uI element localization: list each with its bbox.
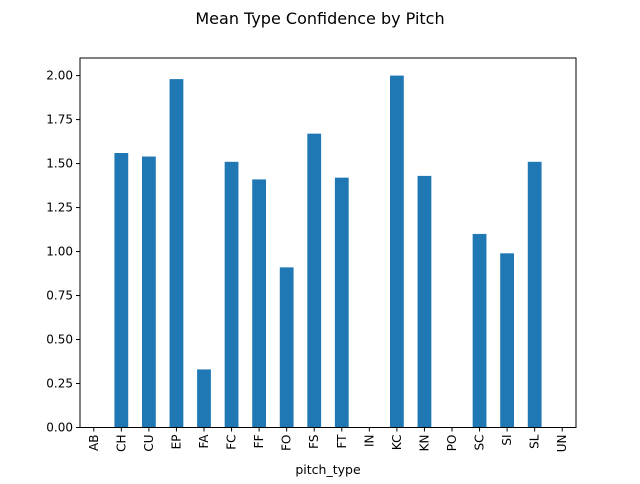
x-tick-label: SL [528,434,542,449]
x-tick-label: CH [114,435,128,452]
x-tick-label: KN [417,435,431,452]
x-tick-label: FF [252,434,266,448]
x-tick-label: FT [335,434,349,449]
bar-fs [307,133,322,428]
y-tick-label: 1.50 [46,157,73,171]
y-tick-label: 0.50 [46,333,73,347]
x-tick-label: FO [280,435,294,451]
x-tick-label: EP [169,435,183,450]
chart-title: Mean Type Confidence by Pitch [195,9,444,28]
y-tick-label: 0.75 [46,289,73,303]
x-tick-label: SI [500,435,514,446]
bar-cu [142,156,156,428]
bar-fa [197,369,211,428]
plot-frame [79,57,577,428]
x-tick-label: FS [307,435,321,449]
bar-kc [390,75,404,428]
x-tick-label: SC [473,435,487,451]
bar-fo [279,267,294,428]
bar-ch [114,153,129,428]
x-tick-label: FA [197,434,211,449]
bars-layer [114,75,542,428]
bar-sl [527,161,542,428]
x-tick-label: CU [142,435,156,452]
bar-kn [417,175,432,428]
y-tick-label: 0.00 [46,421,73,435]
x-tick-label: AB [87,435,101,451]
bar-fc [224,161,239,428]
x-tick-label: UN [555,435,569,453]
x-tick-label: IN [362,435,376,448]
bar-ft [334,177,349,428]
bar-si [500,253,514,428]
y-tick-label: 1.00 [46,245,73,259]
bar-ff [252,179,266,428]
y-axis: 0.00 0.25 0.50 0.75 1.00 1.25 1.50 1.75 2.00 [46,69,80,435]
x-tick-label: FC [225,435,239,450]
y-tick-label: 1.25 [46,201,73,215]
y-tick-label: 1.75 [46,113,73,127]
y-tick-label: 2.00 [46,69,73,83]
x-axis: AB CH CU EP FA FC FF FO FS FT IN KC KN PO SC SI SL UN [87,427,569,453]
y-tick-label: 0.25 [46,377,73,391]
x-tick-label: KC [390,435,404,451]
bar-ep [169,79,184,428]
x-axis-label: pitch_type [295,462,361,477]
x-tick-label: PO [445,435,459,452]
bar-sc [472,233,487,428]
